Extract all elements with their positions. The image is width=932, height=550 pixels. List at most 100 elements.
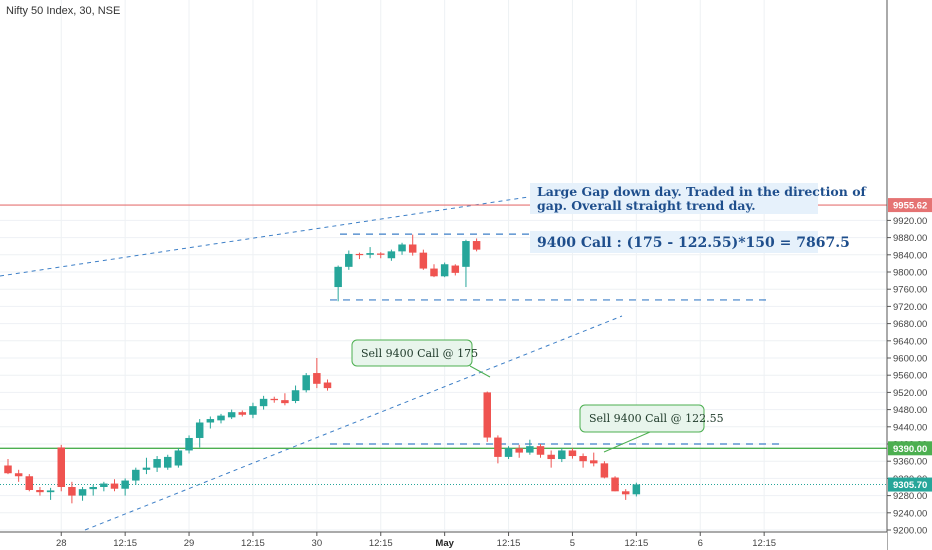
notes: Large Gap down day. Traded in the direct… — [351, 183, 868, 453]
callout-text: Sell 9400 Call @ 122.55 — [589, 412, 724, 425]
x-tick-label: 6 — [698, 538, 703, 549]
candle-body — [46, 490, 55, 493]
calc-note-bg — [530, 231, 818, 253]
candle — [419, 249, 428, 270]
y-tick-label: 9800.00 — [893, 268, 927, 279]
candle — [68, 481, 76, 504]
candle-body — [14, 473, 23, 477]
price-badge: 9390.00 — [888, 441, 932, 456]
candle — [590, 452, 598, 467]
candle — [259, 395, 268, 410]
y-tick-label: 9680.00 — [893, 319, 927, 330]
candle-body — [291, 390, 300, 401]
y-tick-label: 9200.00 — [893, 526, 927, 537]
x-axis-panel — [0, 532, 887, 550]
candle-body — [259, 398, 268, 407]
candle — [611, 476, 619, 492]
candle-body — [195, 422, 204, 438]
candle — [504, 446, 513, 460]
candle — [238, 410, 247, 417]
callout-pointer — [603, 431, 651, 453]
candle — [142, 457, 151, 475]
gap-note-bg — [530, 183, 818, 214]
x-tick-label: 29 — [184, 538, 195, 549]
candle — [568, 448, 577, 459]
candle — [57, 444, 65, 492]
callout-text: Sell 9400 Call @ 175 — [361, 347, 478, 360]
price-badge-bg — [888, 198, 932, 213]
candle — [206, 416, 215, 429]
candle-body — [323, 382, 332, 389]
candle — [494, 435, 502, 464]
candles — [4, 234, 641, 504]
candle — [100, 481, 108, 492]
candle-body — [345, 253, 353, 267]
candle — [217, 413, 225, 424]
y-tick-label: 9480.00 — [893, 405, 927, 416]
candle — [132, 467, 140, 485]
candle-body — [568, 450, 577, 457]
x-tick-label: 12:15 — [497, 538, 521, 549]
candle — [110, 479, 119, 492]
candle — [249, 402, 257, 419]
candle-body — [494, 437, 502, 457]
candle-body — [611, 477, 619, 492]
candle — [440, 262, 449, 278]
trend-line-upper — [0, 195, 536, 277]
candle — [302, 373, 310, 393]
price-badge-bg — [888, 441, 932, 456]
y-tick-label: 9600.00 — [893, 354, 927, 365]
y-tick-label: 9360.00 — [893, 457, 927, 468]
candle — [46, 487, 55, 500]
callout-box — [579, 404, 705, 433]
candle-body — [547, 454, 555, 460]
candle — [547, 450, 555, 468]
x-tick-label: 28 — [56, 538, 67, 549]
candle-body — [249, 406, 257, 415]
candle-body — [590, 460, 598, 464]
candle-body — [121, 480, 129, 489]
candle-body — [4, 465, 12, 474]
candle — [174, 448, 183, 468]
candle — [398, 242, 406, 255]
y-tick-label: 9560.00 — [893, 371, 927, 382]
candle — [472, 238, 481, 252]
candle — [377, 252, 385, 259]
candle-body — [206, 419, 215, 423]
candle — [579, 453, 587, 468]
candle — [195, 419, 204, 448]
candle — [483, 391, 491, 442]
candle — [526, 439, 534, 455]
gap-note-line1: Large Gap down day. Traded in the direct… — [537, 184, 868, 199]
candle-body — [25, 476, 34, 491]
candle — [355, 252, 364, 260]
candle-body — [78, 489, 87, 496]
x-tick-label: 12:15 — [369, 538, 393, 549]
candle-body — [504, 448, 513, 457]
callout-box — [351, 339, 473, 367]
candle-body — [174, 450, 183, 466]
callout-pointer — [469, 365, 491, 378]
candle-body — [600, 463, 609, 478]
candle-body — [185, 437, 193, 451]
candle-body — [36, 490, 44, 493]
price-badge-label: 9955.62 — [893, 201, 927, 212]
candle — [36, 487, 44, 496]
candle-body — [227, 412, 236, 418]
gap-note-line2: gap. Overall straight trend day. — [537, 198, 756, 213]
candle-body — [366, 253, 374, 255]
candle — [270, 396, 278, 403]
candle-body — [408, 244, 417, 253]
candle-body — [462, 241, 470, 267]
candle-body — [89, 487, 97, 490]
candle — [536, 444, 545, 458]
y-tick-label: 9520.00 — [893, 388, 927, 399]
candle-body — [313, 373, 321, 384]
price-badge: 9955.62 — [888, 198, 932, 213]
candle — [408, 234, 417, 256]
candle — [462, 239, 470, 288]
candle-body — [526, 446, 534, 453]
candle — [323, 379, 332, 391]
